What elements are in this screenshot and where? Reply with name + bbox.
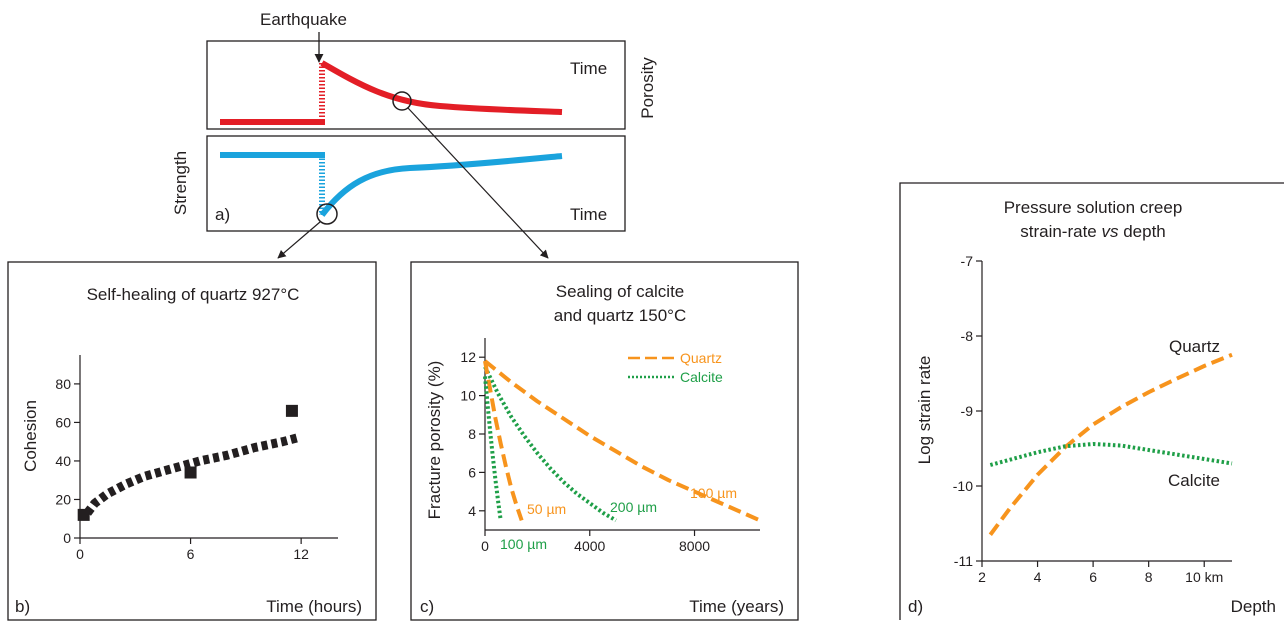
panel-b-y-tick-label: 60 [55, 414, 71, 430]
panel-c-y-tick-label: 12 [460, 349, 476, 365]
quartz-100um-label: 100 µm [690, 485, 737, 501]
panel-c-title-line2: and quartz 150°C [554, 306, 687, 325]
panel-d-x-tick-label: 2 [978, 569, 986, 585]
panel-b-plot: 0 6 12 0 20 40 60 80 [55, 355, 338, 562]
panel-d-title-post: depth [1118, 222, 1165, 241]
panel-d-xlabel: Depth [1231, 597, 1276, 616]
panel-c-x-tick-label: 8000 [679, 538, 710, 554]
panel-d-title-pre: strain-rate [1020, 222, 1101, 241]
time-label-bottom: Time [570, 205, 607, 224]
legend-calcite-label: Calcite [680, 369, 723, 385]
porosity-axis-label: Porosity [638, 57, 657, 119]
panel-d-plot: 2 4 6 8 10 km -11 -10 -9 -8 -7 [953, 253, 1233, 585]
panel-c-x-tick-label: 0 [481, 538, 489, 554]
panel-d-x-tick-label: 6 [1089, 569, 1097, 585]
panel-b-y-tick-label: 40 [55, 453, 71, 469]
panel-c-letter: c) [420, 597, 434, 616]
panel-c-series-quartz-0 [483, 359, 761, 523]
panel-d-x-tick-label: 8 [1145, 569, 1153, 585]
panel-c-y-tick-label: 6 [468, 464, 476, 480]
panel-d-x-tick-label: 10 km [1185, 569, 1223, 585]
panel-d-title-line1: Pressure solution creep [1004, 198, 1183, 217]
panel-d-letter: d) [908, 597, 923, 616]
panel-c-plot: 0 4000 8000 4 6 8 10 12 [460, 338, 761, 554]
panel-b-title: Self-healing of quartz 927°C [87, 285, 300, 304]
panel-b-data-point [285, 404, 298, 417]
calcite-200um-label: 200 µm [610, 499, 657, 515]
panel-c-series-calcite-3 [483, 376, 503, 521]
panel-d-y-tick-label: -9 [961, 403, 974, 419]
panel-b-xlabel: Time (hours) [266, 597, 362, 616]
panel-d: Pressure solution creep strain-rate vs d… [899, 182, 1284, 620]
panel-b-y-tick-label: 80 [55, 376, 71, 392]
panel-c-series-calcite-1 [483, 365, 617, 523]
strength-axis-label: Strength [171, 151, 190, 215]
panel-c-y-tick-label: 8 [468, 426, 476, 442]
panel-b-frame [7, 261, 377, 621]
panel-d-title-vs: vs [1101, 222, 1119, 241]
strength-frame [206, 135, 626, 232]
panel-b-y-tick-label: 20 [55, 491, 71, 507]
panel-d-title-line2: strain-rate vs depth [1020, 222, 1166, 241]
panel-d-y-tick-label: -11 [954, 553, 973, 569]
panel-d-y-tick-label: -8 [961, 328, 974, 344]
panel-b-x-tick-label: 12 [293, 546, 309, 562]
panel-b-data-point [184, 466, 197, 479]
legend-quartz-label: Quartz [680, 350, 722, 366]
panel-d-ylabel: Log strain rate [915, 356, 934, 465]
panel-b-x-tick-label: 0 [76, 546, 84, 562]
zoom-circle-porosity [392, 91, 412, 111]
panel-c-y-tick-label: 4 [468, 503, 476, 519]
panel-b-ylabel: Cohesion [21, 400, 40, 472]
panel-d-y-tick-label: -10 [953, 478, 973, 494]
panel-c-ylabel: Fracture porosity (%) [425, 361, 444, 520]
panel-c-title-line1: Sealing of calcite [556, 282, 685, 301]
panel-b-y-tick-label: 0 [63, 530, 71, 546]
panel-c-x-tick-label: 4000 [574, 538, 605, 554]
quartz-50um-label: 50 µm [527, 501, 566, 517]
porosity-frame [206, 40, 626, 130]
panel-d-x-tick-label: 4 [1034, 569, 1042, 585]
panel-c-xlabel: Time (years) [689, 597, 784, 616]
panel-c-frame [410, 261, 799, 621]
panel-b-letter: b) [15, 597, 30, 616]
panel-b-x-tick-label: 6 [187, 546, 195, 562]
panel-d-calcite-label: Calcite [1168, 471, 1220, 490]
earthquake-label: Earthquake [260, 10, 347, 29]
panel-a-letter: a) [215, 205, 230, 224]
panel-d-series-calcite [989, 442, 1233, 467]
panel-b: Self-healing of quartz 927°C b) Time (ho… [7, 261, 377, 621]
zoom-arrow-to-c [407, 107, 549, 259]
panel-d-quartz-label: Quartz [1169, 337, 1220, 356]
time-label-top: Time [570, 59, 607, 78]
panel-d-frame [899, 182, 1284, 620]
panel-a: Earthquake Time Porosity Strength a) Tim… [171, 10, 657, 259]
zoom-arrow-to-b [277, 221, 321, 259]
porosity-decay-curve [320, 60, 563, 115]
zoom-circle-strength [316, 203, 338, 225]
panel-d-y-tick-label: -7 [961, 253, 974, 269]
panel-b-data-point [77, 508, 90, 521]
panel-c-y-tick-label: 10 [460, 388, 476, 404]
panel-d-series-quartz [988, 352, 1233, 536]
panel-c: Sealing of calcite and quartz 150°C c) T… [410, 261, 799, 621]
panel-b-fit-curve [83, 433, 299, 516]
panel-c-series-quartz-2 [483, 360, 524, 522]
calcite-100um-label: 100 µm [500, 536, 547, 552]
strength-recovery-curve [319, 153, 563, 217]
